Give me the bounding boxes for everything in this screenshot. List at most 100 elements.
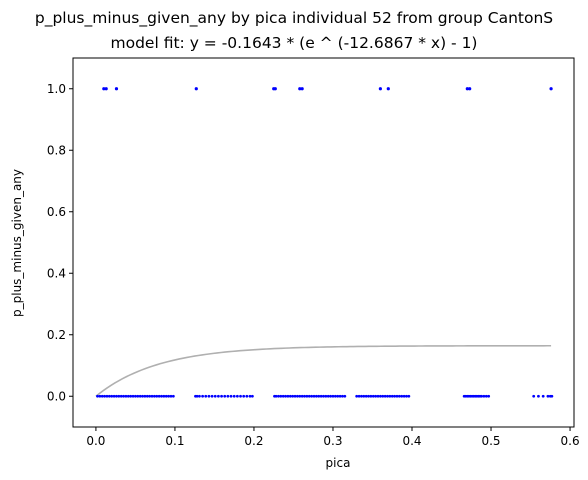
data-point — [364, 394, 368, 398]
data-point — [102, 87, 106, 91]
data-point — [277, 394, 280, 398]
data-point — [369, 394, 373, 398]
data-point — [150, 394, 154, 398]
data-point — [201, 394, 204, 398]
data-point — [248, 394, 252, 398]
data-point — [157, 394, 161, 398]
data-point — [134, 394, 137, 398]
data-point — [291, 394, 295, 398]
data-point — [138, 394, 142, 398]
data-point — [245, 394, 249, 398]
data-point — [112, 394, 116, 398]
data-point — [167, 394, 171, 398]
data-point — [367, 394, 370, 398]
data-point — [96, 394, 99, 398]
x-tick-label: 0.3 — [323, 434, 342, 448]
data-point — [169, 394, 173, 398]
data-point — [217, 394, 220, 398]
data-point — [468, 87, 472, 91]
data-point — [386, 87, 390, 91]
data-point — [487, 394, 491, 398]
data-point — [300, 87, 304, 91]
data-point — [198, 394, 201, 398]
data-point — [274, 394, 278, 398]
data-point — [378, 394, 382, 398]
data-point — [537, 394, 540, 398]
data-point — [103, 394, 107, 398]
data-point — [390, 394, 394, 398]
y-tick-label: 0.0 — [47, 389, 66, 403]
data-point — [250, 394, 254, 398]
y-ticks-layer: 0.0 0.2 0.4 0.6 0.8 1.0 — [47, 82, 73, 403]
data-point — [357, 394, 361, 398]
chart-title: p_plus_minus_given_any by pica individua… — [34, 9, 554, 27]
data-point — [532, 394, 536, 398]
data-point — [145, 394, 149, 398]
data-point — [152, 394, 156, 398]
data-point — [286, 394, 290, 398]
data-point — [162, 394, 166, 398]
x-ticks-layer: 0.0 0.1 0.2 0.3 0.4 0.5 0.6 — [86, 427, 580, 448]
data-point — [119, 394, 123, 398]
data-point — [395, 394, 399, 398]
data-point — [126, 394, 130, 398]
data-point — [171, 394, 175, 398]
y-tick-label: 0.2 — [47, 328, 66, 342]
data-point — [114, 87, 119, 91]
data-point — [155, 394, 159, 398]
data-point — [482, 394, 486, 398]
data-point — [383, 394, 387, 398]
chart-subtitle: model fit: y = -0.1643 * (e ^ (-12.6867 … — [110, 34, 478, 52]
data-point — [550, 394, 554, 398]
x-tick-label: 0.1 — [165, 434, 184, 448]
data-point — [220, 394, 223, 398]
data-point — [541, 394, 545, 398]
data-point — [232, 394, 236, 398]
x-tick-label: 0.5 — [481, 434, 500, 448]
data-point — [333, 394, 337, 398]
data-point — [160, 394, 163, 398]
data-point — [223, 394, 227, 398]
data-point — [143, 394, 147, 398]
data-point — [131, 394, 135, 398]
data-point — [381, 394, 385, 398]
data-point — [303, 394, 306, 398]
x-axis-label: pica — [325, 456, 351, 470]
data-point — [300, 394, 304, 398]
data-point — [293, 394, 297, 398]
data-point — [298, 394, 302, 398]
data-point — [288, 394, 292, 398]
data-point — [235, 394, 239, 398]
data-point — [195, 394, 199, 398]
data-point — [136, 394, 140, 398]
y-tick-label: 0.8 — [47, 143, 66, 157]
data-point — [98, 394, 102, 398]
data-point — [405, 394, 408, 398]
data-point — [239, 394, 242, 398]
data-point — [378, 87, 382, 91]
data-point — [360, 394, 363, 398]
data-point — [343, 394, 347, 398]
scatter-points-layer — [96, 87, 554, 398]
data-point — [226, 394, 230, 398]
data-point — [129, 394, 133, 398]
axes-frame — [72, 57, 575, 428]
data-point — [122, 394, 125, 398]
data-point — [393, 394, 397, 398]
data-point — [480, 394, 483, 398]
data-point — [100, 394, 104, 398]
y-tick-label: 1.0 — [47, 82, 66, 96]
data-point — [329, 394, 333, 398]
data-point — [314, 394, 318, 398]
y-tick-label: 0.4 — [47, 266, 66, 280]
x-tick-label: 0.2 — [244, 434, 263, 448]
data-point — [117, 394, 121, 398]
data-point — [164, 394, 168, 398]
data-point — [115, 394, 118, 398]
y-tick-label: 0.6 — [47, 205, 66, 219]
data-point — [281, 394, 285, 398]
data-point — [376, 394, 380, 398]
data-point — [319, 394, 323, 398]
data-point — [484, 394, 488, 398]
